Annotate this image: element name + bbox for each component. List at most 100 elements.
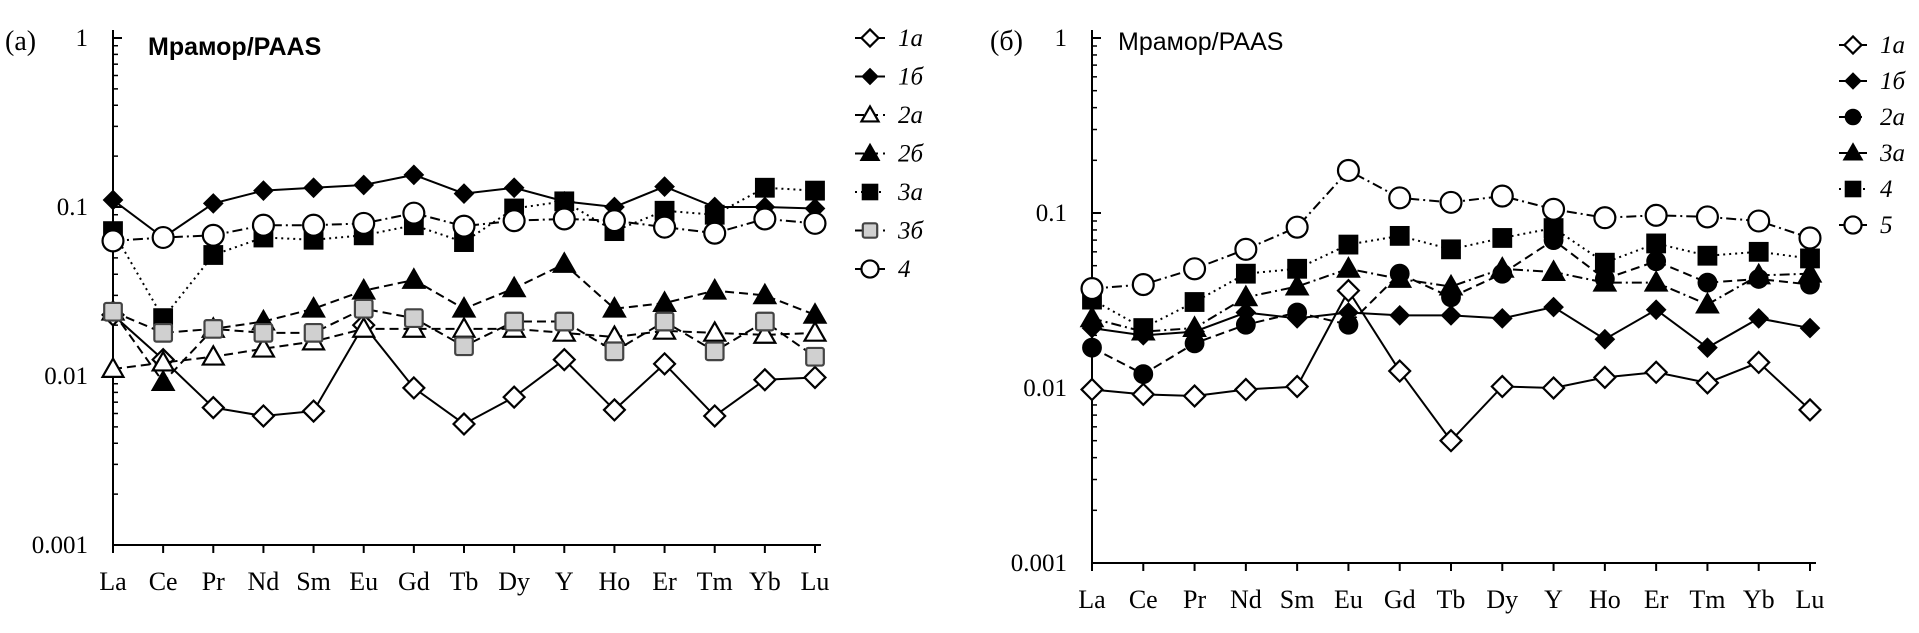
data-point: [1438, 428, 1464, 453]
x-tick-label-ce: Ce: [149, 567, 178, 596]
y-tick-label: 0.01: [44, 363, 88, 390]
series-2а: [100, 316, 828, 378]
data-point: [1184, 292, 1205, 312]
data-point: [502, 385, 527, 410]
legend-marker: [1844, 180, 1862, 198]
data-point: [1542, 197, 1566, 221]
legend-marker: [860, 259, 880, 279]
legend-marker: [1842, 142, 1864, 161]
data-point: [1133, 318, 1154, 338]
data-point: [802, 320, 828, 342]
data-point: [1233, 284, 1259, 307]
data-point: [1646, 233, 1667, 254]
data-point: [402, 201, 426, 225]
data-point: [100, 356, 126, 378]
data-point: [151, 225, 175, 250]
data-point: [1336, 256, 1361, 278]
data-point: [1489, 256, 1515, 278]
data-point: [1645, 299, 1667, 321]
data-point: [1235, 314, 1256, 335]
data-point: [102, 189, 124, 211]
data-point: [303, 322, 324, 343]
data-point: [101, 229, 125, 253]
data-point: [554, 311, 575, 332]
data-point: [501, 275, 527, 298]
data-point: [551, 251, 577, 273]
x-tick-label-gd: Gd: [398, 567, 430, 596]
legend-label: 2а: [898, 102, 923, 129]
x-tick-label-la: La: [1078, 585, 1106, 614]
data-point: [1746, 262, 1772, 285]
data-point: [754, 177, 775, 198]
legend-label: 2б: [898, 141, 925, 168]
x-tick-label-lu: Lu: [1796, 585, 1825, 614]
data-point: [1541, 259, 1566, 281]
data-point: [604, 341, 625, 362]
data-point: [451, 411, 477, 437]
x-tick-label-gd: Gd: [1384, 585, 1416, 614]
data-point: [1593, 206, 1617, 230]
panel-label: (б): [990, 26, 1023, 57]
x-tick-label-pr: Pr: [202, 567, 225, 596]
data-point: [302, 213, 326, 237]
data-point: [1748, 241, 1769, 262]
data-point: [602, 397, 627, 422]
data-point: [1387, 359, 1412, 384]
data-point: [552, 347, 577, 372]
data-point: [503, 177, 525, 199]
data-point: [1543, 218, 1564, 238]
legend-label: 1а: [1880, 32, 1905, 59]
x-tick-label-tb: Tb: [450, 567, 479, 596]
data-point: [654, 176, 675, 197]
data-point: [202, 193, 224, 214]
data-point: [1287, 302, 1308, 323]
legend-label: 3а: [1879, 140, 1905, 167]
data-point: [1082, 337, 1102, 358]
data-point: [1746, 350, 1771, 375]
legend-marker: [861, 183, 879, 201]
data-point: [1285, 215, 1309, 239]
data-point: [752, 282, 778, 305]
data-point: [253, 180, 274, 201]
legend-label: 1а: [898, 25, 923, 52]
data-point: [702, 320, 728, 342]
data-point: [1490, 184, 1514, 208]
legend-marker: [859, 27, 881, 49]
legend-marker: [861, 67, 879, 86]
data-point: [203, 245, 224, 265]
x-tick-label-er: Er: [1644, 585, 1669, 614]
data-point: [1594, 328, 1616, 350]
legend-marker: [859, 142, 881, 162]
data-point: [1079, 305, 1105, 328]
data-point: [251, 336, 276, 358]
data-point: [1439, 190, 1463, 214]
y-tick-label: 1: [76, 25, 89, 52]
data-point: [1799, 317, 1821, 339]
legend: 1а 1б 2а 2б 3а 3б 4: [855, 25, 925, 283]
data-point: [1697, 272, 1718, 293]
data-point: [704, 204, 725, 225]
data-point: [1697, 337, 1718, 359]
data-point: [1748, 308, 1770, 329]
data-point: [452, 214, 476, 238]
legend-label: 1б: [1880, 68, 1907, 95]
data-point: [1285, 374, 1310, 399]
x-tick-label-y: Y: [555, 567, 574, 596]
data-point: [1798, 226, 1822, 250]
data-point: [652, 351, 677, 376]
legend-label: 3б: [897, 218, 925, 245]
data-point: [1695, 370, 1720, 395]
data-point: [153, 322, 174, 343]
x-tick-label-nd: Nd: [1230, 585, 1262, 614]
data-point: [1644, 360, 1669, 385]
x-tick-label-tm: Tm: [1689, 585, 1725, 614]
data-point: [1284, 273, 1310, 296]
legend-label: 2а: [1880, 104, 1905, 131]
data-point: [1131, 382, 1156, 407]
data-point: [802, 302, 828, 324]
data-point: [1080, 277, 1104, 301]
data-point: [251, 213, 275, 237]
x-tick-label-sm: Sm: [1280, 585, 1315, 614]
data-point: [1797, 261, 1823, 283]
data-point: [1644, 203, 1668, 227]
